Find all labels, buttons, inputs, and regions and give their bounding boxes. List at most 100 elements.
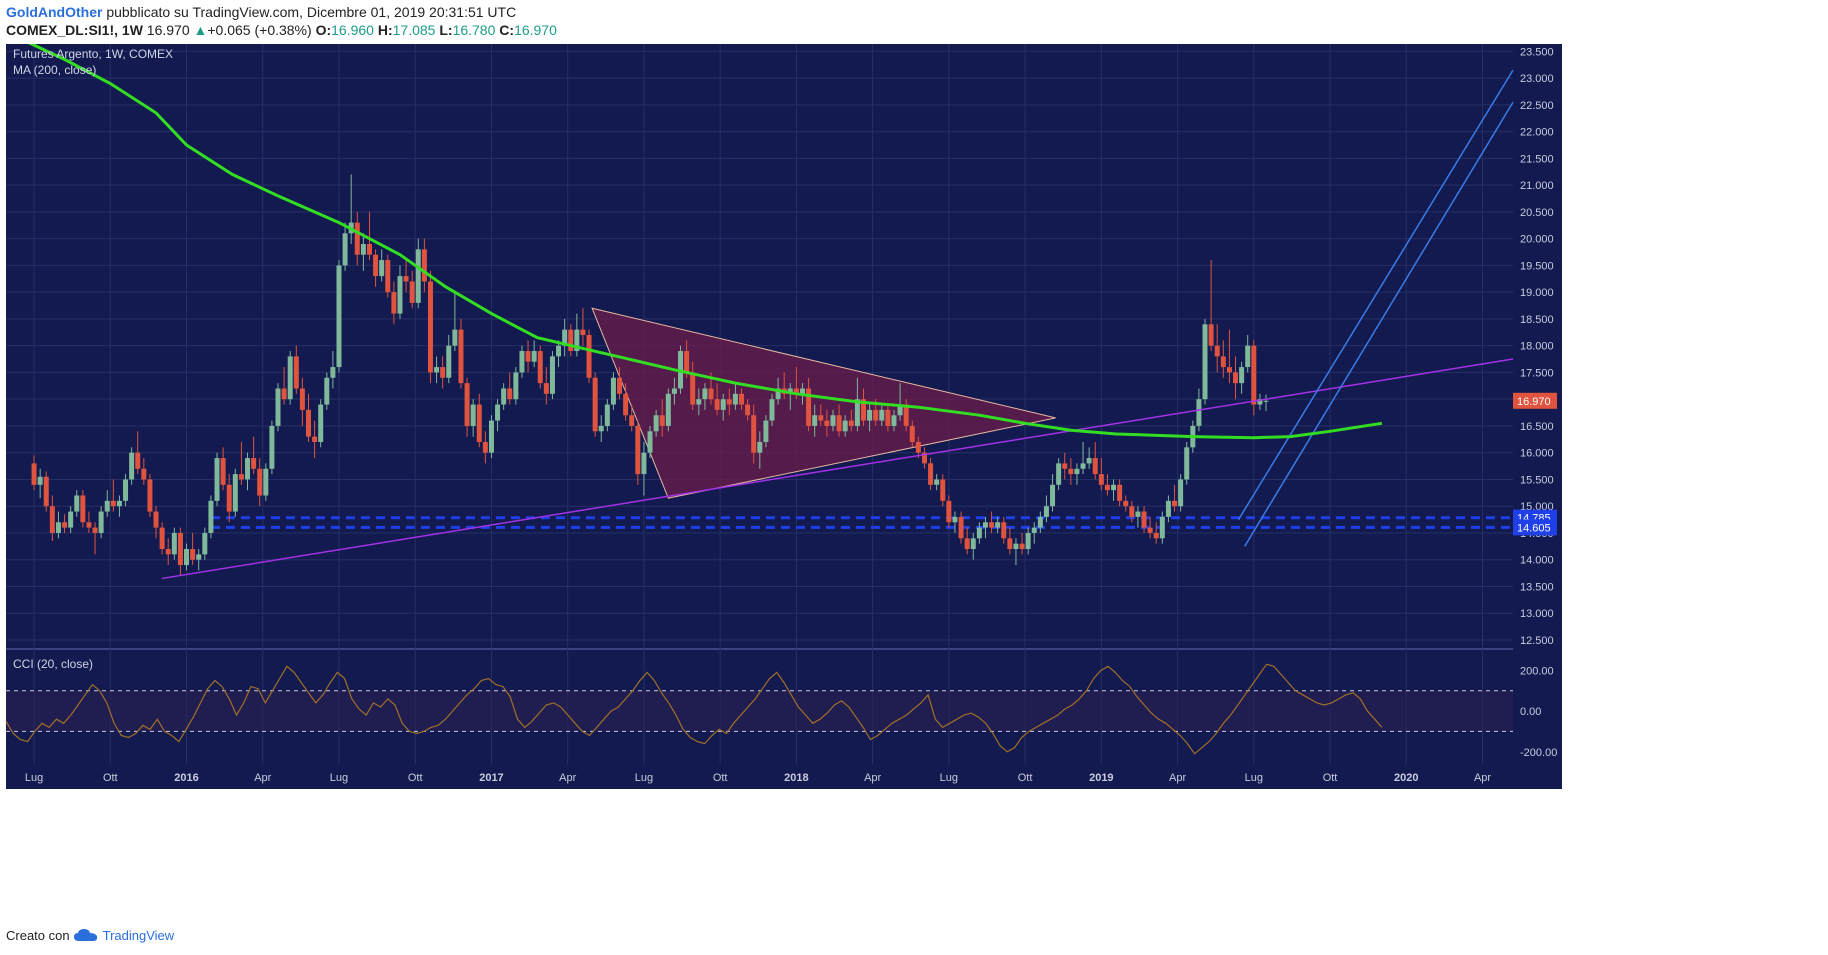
candle-body: [208, 500, 214, 533]
candle-body: [68, 511, 74, 528]
candle-body: [860, 399, 866, 421]
candle-body: [238, 474, 244, 480]
candle-body: [354, 222, 360, 255]
candle-body: [556, 345, 562, 357]
candle-body: [74, 495, 80, 512]
candle-body: [836, 415, 842, 432]
candle-body: [385, 260, 391, 293]
close-label: C:: [499, 22, 515, 38]
candle-body: [897, 404, 903, 416]
cci-line: [5, 663, 1383, 755]
candle-body: [43, 476, 49, 507]
candle-body: [202, 532, 208, 555]
x-tick-label: 2016: [174, 772, 198, 784]
candle-body: [915, 441, 921, 453]
candle-body: [1141, 511, 1147, 528]
y-tick-label: 16.000: [1520, 448, 1554, 460]
high-value: 17.085: [392, 22, 436, 38]
candle-body: [812, 415, 818, 426]
candle-body: [513, 372, 519, 400]
symbol-line: COMEX_DL:SI1!, 1W 16.970 ▲+0.065 (+0.38%…: [6, 22, 557, 38]
candle-body: [1074, 468, 1080, 475]
candle-body: [879, 409, 885, 421]
y-tick-label: 17.500: [1520, 367, 1554, 379]
candle-body: [129, 452, 135, 480]
x-tick-label: Lug: [940, 772, 958, 784]
candle-body: [275, 388, 281, 426]
candle-body: [501, 388, 507, 405]
price-axis: [1513, 44, 1562, 789]
candle-body: [421, 249, 427, 282]
time-axis: [6, 764, 1513, 789]
y-tick-label: 13.500: [1520, 581, 1554, 593]
candle-body: [940, 479, 946, 501]
candle-body: [1251, 345, 1257, 405]
y-tick-label: 13.000: [1520, 608, 1554, 620]
candle-body: [507, 388, 513, 400]
candle-body: [580, 329, 586, 335]
candle-body: [293, 356, 299, 389]
candle-body: [763, 420, 769, 442]
x-tick-label: Ott: [1323, 772, 1338, 784]
x-tick-label: Ott: [103, 772, 118, 784]
candle-body: [525, 351, 531, 362]
x-tick-label: Lug: [330, 772, 348, 784]
candle-body: [427, 281, 433, 373]
candle-body: [366, 244, 372, 255]
candle-body: [1025, 532, 1031, 550]
candle-body: [488, 420, 494, 453]
up-arrow-icon: ▲: [193, 22, 208, 38]
symbol-name: COMEX_DL:SI1!, 1W: [6, 22, 143, 38]
candle-body: [543, 383, 549, 394]
y-tick-label: 16.500: [1520, 421, 1554, 433]
candle-body: [245, 458, 251, 480]
y-tick-label: 19.000: [1520, 287, 1554, 299]
candle-body: [452, 329, 458, 346]
candle-body: [1135, 511, 1141, 517]
candle-body: [964, 538, 970, 550]
candle-body: [482, 441, 488, 453]
ma-legend: MA (200, close): [13, 63, 96, 77]
channel-line: [1237, 69, 1514, 520]
x-tick-label: Lug: [1245, 772, 1263, 784]
cci-title: CCI (20, close): [13, 657, 93, 671]
candle-body: [659, 415, 665, 426]
candle-body: [141, 468, 147, 480]
candle-body: [958, 516, 964, 539]
candle-body: [1147, 527, 1153, 533]
chart-title: Futures Argento, 1W, COMEX: [13, 47, 173, 61]
author-link[interactable]: GoldAndOther: [6, 4, 103, 20]
candle-body: [684, 351, 690, 373]
candle-body: [409, 281, 415, 303]
candle-body: [946, 500, 952, 523]
candle-body: [31, 463, 37, 485]
candle-body: [976, 527, 982, 539]
tradingview-brand-link[interactable]: TradingView: [102, 928, 175, 943]
candle-body: [1226, 367, 1232, 373]
y-tick-label: 23.000: [1520, 73, 1554, 85]
candle-body: [226, 484, 232, 512]
candle-body: [98, 511, 104, 533]
candle-body: [732, 393, 738, 405]
candle-body: [318, 404, 324, 442]
footer: Creato con TradingView: [6, 928, 174, 943]
candle-body: [305, 409, 311, 437]
candle-body: [446, 345, 452, 378]
candle-body: [1062, 463, 1068, 469]
price-chart[interactable]: 23.500 23.000 22.500 22.000 21.500 21.000 20.5…: [0, 44, 1828, 920]
candle-body: [995, 522, 1001, 528]
cci-band: [6, 690, 1513, 732]
candle-body: [665, 393, 671, 426]
candle-body: [263, 468, 269, 496]
candle-body: [1245, 345, 1251, 368]
x-tick-label: Ott: [1018, 772, 1033, 784]
candle-body: [671, 388, 677, 394]
candle-body: [1104, 484, 1110, 491]
low-value: 16.780: [452, 22, 496, 38]
trendline: [162, 358, 1514, 580]
candle-body: [1068, 468, 1074, 475]
candle-body: [495, 404, 501, 421]
candle-body: [989, 522, 995, 528]
x-tick-label: 2018: [784, 772, 808, 784]
candle-body: [360, 244, 366, 255]
